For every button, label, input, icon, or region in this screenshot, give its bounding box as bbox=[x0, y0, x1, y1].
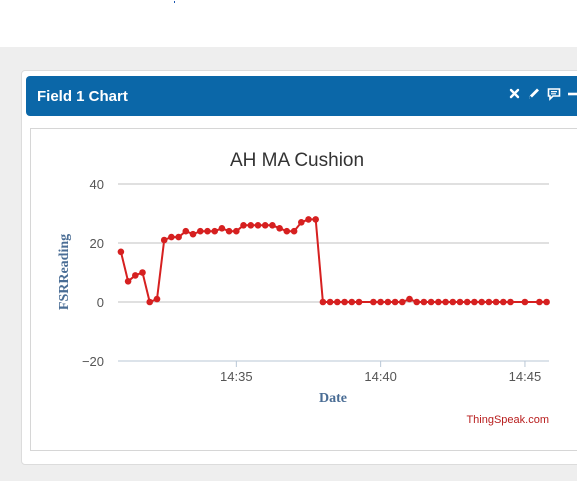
line-chart: 40 20 0 −20 14:35 14:40 14:45 AH MA Cushion Da… bbox=[57, 150, 550, 426]
data-point[interactable] bbox=[146, 298, 153, 306]
data-point[interactable] bbox=[500, 298, 507, 306]
data-point[interactable] bbox=[233, 227, 240, 235]
x-tick-label: 14:45 bbox=[509, 369, 542, 384]
data-point[interactable] bbox=[485, 298, 493, 306]
y-axis-label: FSRReading bbox=[57, 234, 72, 310]
data-point[interactable] bbox=[175, 233, 182, 241]
y-tick-label: 20 bbox=[90, 236, 104, 251]
data-point[interactable] bbox=[334, 298, 341, 306]
data-point[interactable] bbox=[283, 227, 291, 235]
data-point[interactable] bbox=[269, 222, 276, 229]
stray-mark bbox=[174, 1, 175, 3]
data-point[interactable] bbox=[139, 269, 146, 276]
data-point[interactable] bbox=[449, 298, 457, 306]
data-point[interactable] bbox=[117, 248, 125, 256]
data-point[interactable] bbox=[254, 222, 262, 229]
data-point[interactable] bbox=[182, 227, 190, 235]
chart-container: 40 20 0 −20 14:35 14:40 14:45 AH MA Cushion Da… bbox=[30, 128, 577, 451]
data-point[interactable] bbox=[326, 298, 334, 306]
y-tick-label: −20 bbox=[82, 354, 104, 369]
data-point[interactable] bbox=[211, 227, 218, 235]
data-point[interactable] bbox=[370, 298, 377, 306]
minimize-icon[interactable] bbox=[566, 85, 577, 103]
x-tick-label: 14:35 bbox=[220, 369, 253, 384]
close-icon[interactable] bbox=[507, 85, 523, 103]
page-top-area bbox=[0, 0, 577, 47]
data-point[interactable] bbox=[168, 233, 175, 241]
data-point[interactable] bbox=[197, 227, 204, 235]
data-point[interactable] bbox=[413, 298, 421, 306]
data-point[interactable] bbox=[160, 236, 168, 244]
data-point[interactable] bbox=[456, 298, 464, 306]
data-point[interactable] bbox=[261, 222, 269, 229]
data-point[interactable] bbox=[492, 298, 500, 306]
data-point[interactable] bbox=[341, 298, 348, 306]
data-point[interactable] bbox=[225, 227, 233, 235]
data-point[interactable] bbox=[189, 230, 197, 238]
thingspeak-credit[interactable]: ThingSpeak.com bbox=[466, 414, 549, 426]
data-point[interactable] bbox=[355, 298, 363, 306]
x-axis-label: Date bbox=[319, 391, 347, 406]
panel-header: Field 1 Chart bbox=[26, 76, 577, 116]
data-point[interactable] bbox=[521, 298, 529, 306]
data-point[interactable] bbox=[312, 216, 320, 223]
data-point[interactable] bbox=[384, 298, 392, 306]
data-point[interactable] bbox=[348, 298, 356, 306]
grid-lines bbox=[118, 183, 549, 362]
data-point[interactable] bbox=[536, 298, 543, 306]
data-point[interactable] bbox=[463, 298, 471, 306]
data-point[interactable] bbox=[442, 298, 449, 306]
data-point[interactable] bbox=[218, 225, 226, 232]
data-point[interactable] bbox=[240, 222, 247, 229]
comment-icon[interactable] bbox=[546, 85, 562, 103]
data-point[interactable] bbox=[290, 227, 298, 235]
data-point[interactable] bbox=[435, 298, 442, 306]
data-point[interactable] bbox=[478, 298, 486, 306]
data-point[interactable] bbox=[153, 295, 161, 303]
chart-title: AH MA Cushion bbox=[230, 150, 364, 171]
data-point[interactable] bbox=[204, 227, 211, 235]
data-point[interactable] bbox=[132, 272, 139, 279]
data-point[interactable] bbox=[377, 298, 384, 306]
data-point[interactable] bbox=[406, 295, 413, 303]
panel-title: Field 1 Chart bbox=[37, 88, 128, 105]
data-point[interactable] bbox=[124, 278, 132, 285]
data-point[interactable] bbox=[298, 219, 305, 226]
data-point[interactable] bbox=[543, 298, 550, 306]
data-point[interactable] bbox=[276, 225, 283, 232]
data-point[interactable] bbox=[399, 298, 406, 306]
series-layer bbox=[117, 216, 550, 306]
data-point[interactable] bbox=[427, 298, 435, 306]
y-tick-label: 40 bbox=[90, 177, 104, 192]
data-point[interactable] bbox=[420, 298, 428, 306]
data-point[interactable] bbox=[507, 298, 514, 306]
data-point[interactable] bbox=[305, 216, 312, 223]
data-point[interactable] bbox=[319, 298, 327, 306]
data-point[interactable] bbox=[391, 298, 399, 306]
data-point[interactable] bbox=[471, 298, 478, 306]
y-tick-label: 0 bbox=[97, 295, 104, 310]
data-point[interactable] bbox=[247, 222, 255, 229]
x-tick-label: 14:40 bbox=[364, 369, 397, 384]
pencil-icon[interactable] bbox=[526, 85, 542, 103]
axes: 40 20 0 −20 14:35 14:40 14:45 bbox=[82, 177, 541, 384]
